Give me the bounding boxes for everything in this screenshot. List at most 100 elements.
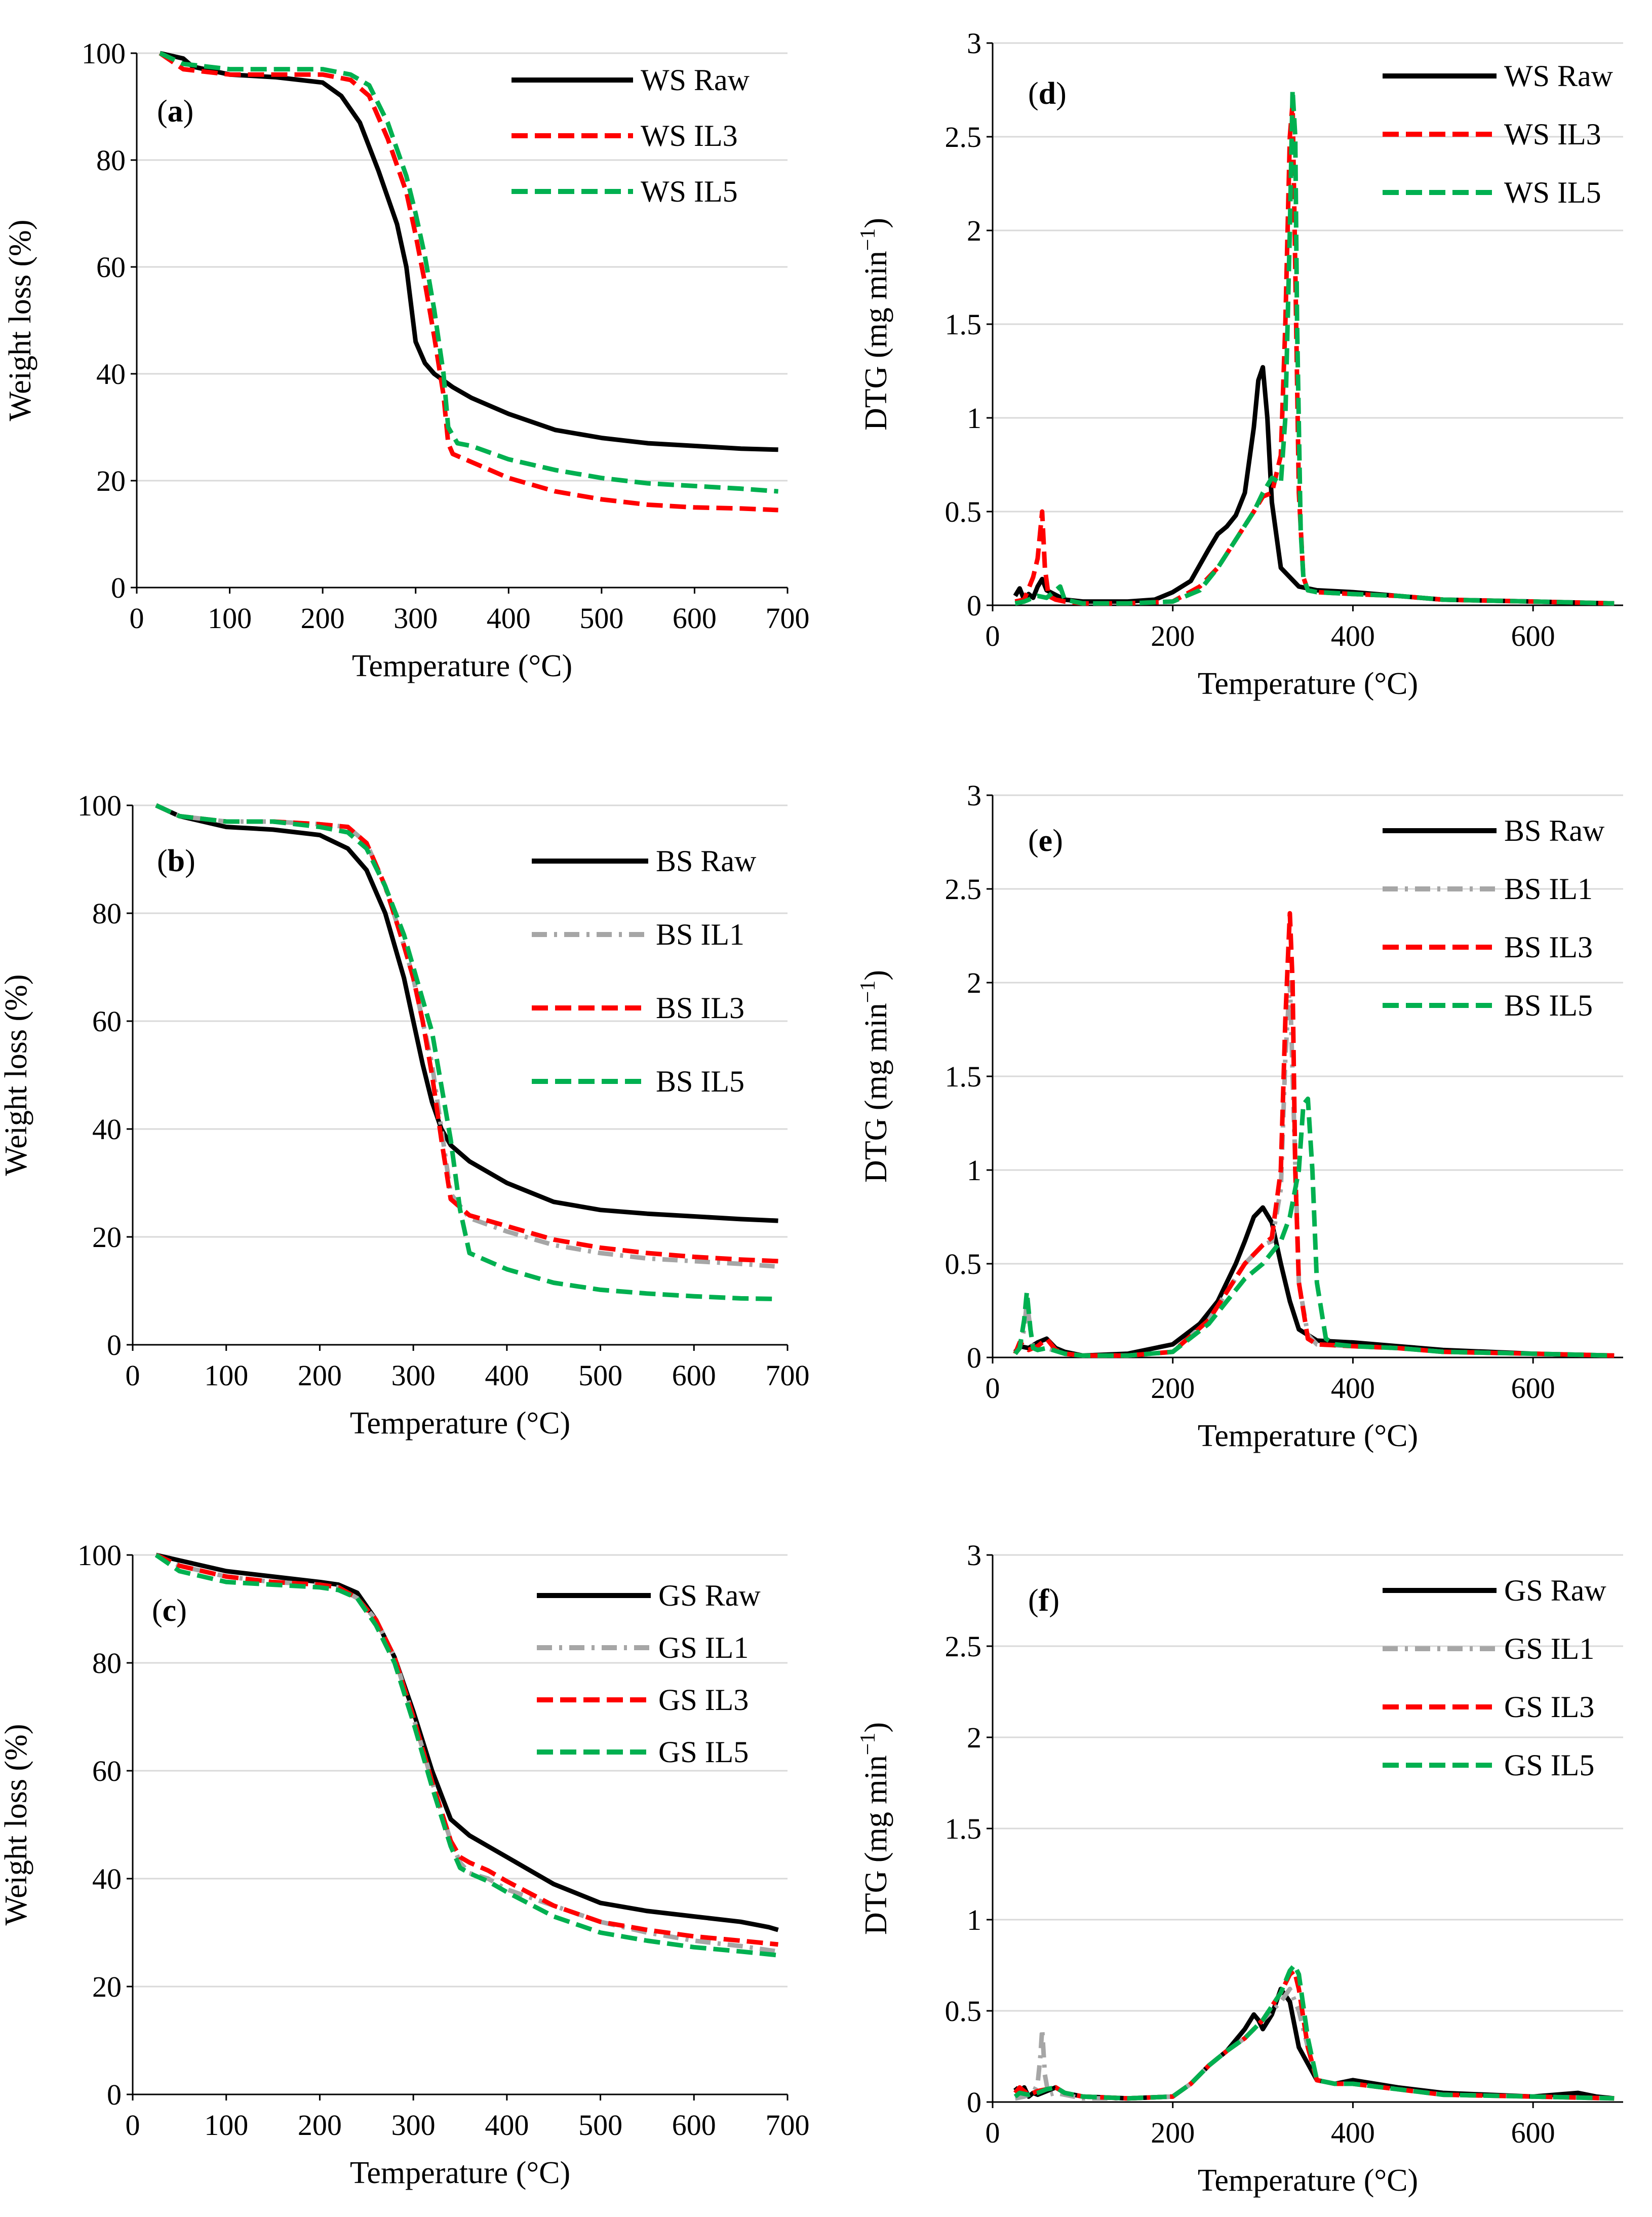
y-tick-label: 1.5 — [945, 308, 982, 341]
y-tick-label: 0 — [967, 2086, 981, 2119]
y-axis-label-superscript: −1 — [856, 1733, 880, 1756]
y-tick-label: 1.5 — [945, 1060, 982, 1093]
series-line-bs-il1 — [1013, 980, 1615, 1358]
series-line-gs-raw — [155, 1552, 779, 1932]
y-tick-label: 0.5 — [945, 1248, 982, 1280]
y-axis-label-main: Weight loss (%) — [0, 1724, 33, 1926]
x-tick-label: 300 — [391, 2109, 436, 2142]
x-tick-label: 500 — [579, 602, 623, 635]
x-tick-label: 600 — [1511, 619, 1555, 652]
x-tick-label: 0 — [986, 619, 1000, 652]
legend-label: BS Raw — [656, 844, 757, 878]
y-tick-label: 0.5 — [945, 495, 982, 528]
x-tick-label: 500 — [578, 2109, 622, 2142]
panel-letter: b — [168, 844, 185, 878]
y-axis-label-close: ) — [859, 970, 893, 981]
y-tick-label: 2 — [967, 214, 981, 247]
x-tick-label: 200 — [301, 602, 345, 635]
y-axis-label-close: ) — [859, 1722, 893, 1733]
x-axis-label: Temperature (°C) — [1198, 2163, 1418, 2198]
y-tick-label: 3 — [967, 27, 981, 60]
panel-letter: f — [1039, 1583, 1050, 1618]
x-tick-label: 0 — [126, 1359, 140, 1392]
y-tick-label: 0 — [107, 2078, 122, 2111]
x-tick-label: 0 — [986, 2116, 1000, 2149]
x-tick-label: 300 — [394, 602, 438, 635]
x-tick-label: 0 — [986, 1372, 1000, 1405]
x-axis-label: Temperature (°C) — [352, 649, 572, 683]
x-tick-label: 200 — [298, 1359, 342, 1392]
legend-label: WS IL3 — [1504, 118, 1601, 151]
legend-label: BS IL3 — [1504, 930, 1593, 964]
panel-letter: d — [1039, 76, 1056, 111]
x-tick-label: 700 — [766, 1359, 810, 1392]
y-tick-label: 2.5 — [945, 121, 982, 153]
series-line-ws-raw — [159, 51, 778, 452]
y-tick-label: 100 — [82, 37, 126, 70]
series-line-ws-il3 — [159, 51, 778, 513]
y-tick-label: 40 — [92, 1113, 122, 1146]
x-tick-label: 400 — [1331, 1372, 1375, 1405]
series-line-bs-raw — [155, 803, 778, 1223]
x-tick-label: 700 — [766, 602, 810, 635]
y-tick-label: 40 — [96, 358, 126, 391]
x-tick-label: 600 — [1511, 2116, 1555, 2149]
legend-label: BS IL1 — [656, 918, 744, 951]
legend-label: WS Raw — [641, 63, 750, 97]
legend-label: GS IL3 — [1504, 1690, 1594, 1724]
panel-label: (d) — [1028, 76, 1067, 111]
y-tick-label: 0 — [967, 1341, 981, 1374]
y-tick-label: 1.5 — [945, 1812, 982, 1845]
y-tick-label: 1 — [967, 402, 981, 435]
series-line-ws-il5 — [1014, 88, 1615, 606]
legend-label: BS IL5 — [1504, 989, 1593, 1022]
y-tick-label: 0 — [967, 589, 981, 622]
y-axis-label: DTG (mg min−1) — [856, 970, 893, 1183]
y-tick-label: 20 — [92, 1221, 122, 1254]
y-axis-label-main: DTG (mg min — [859, 1003, 893, 1183]
x-tick-label: 600 — [1511, 1372, 1555, 1405]
y-tick-label: 3 — [967, 779, 981, 812]
y-axis-label-main: DTG (mg min — [859, 251, 893, 431]
x-tick-label: 200 — [298, 2109, 342, 2142]
series-line-ws-raw — [1013, 365, 1615, 606]
y-axis-label-main: Weight loss (%) — [0, 975, 33, 1176]
y-tick-label: 80 — [92, 897, 122, 930]
y-tick-label: 100 — [77, 789, 122, 822]
x-tick-label: 200 — [1151, 2116, 1195, 2149]
x-tick-label: 300 — [391, 1359, 436, 1392]
panel-letter: e — [1039, 824, 1053, 858]
x-tick-label: 400 — [1331, 619, 1375, 652]
panel-label: (b) — [157, 844, 195, 878]
y-axis-label: Weight loss (%) — [3, 220, 37, 421]
y-tick-label: 2.5 — [945, 1630, 982, 1663]
x-tick-label: 100 — [204, 2109, 248, 2142]
y-tick-label: 2.5 — [945, 873, 982, 906]
y-tick-label: 60 — [92, 1005, 122, 1038]
x-tick-label: 200 — [1151, 1372, 1195, 1405]
y-tick-label: 0 — [107, 1329, 122, 1362]
chart-panel-c: 0 20 40 60 80 100 0 100 200 300 400 500 600 700 Temper… — [0, 1539, 810, 2190]
chart-panel-a: 0 20 40 60 80 100 0 100 200 300 400 500 600 700 Temper… — [3, 37, 810, 683]
x-tick-label: 700 — [766, 2109, 810, 2142]
y-axis-label-superscript: −1 — [856, 981, 880, 1003]
x-axis-label: Temperature (°C) — [350, 1406, 570, 1441]
series-line-gs-il3 — [155, 1552, 778, 1947]
y-tick-label: 60 — [96, 251, 126, 284]
series-line-gs-il5 — [1013, 1963, 1615, 2101]
panel-label: (c) — [152, 1593, 187, 1628]
panel-label: (a) — [157, 94, 193, 129]
y-tick-label: 100 — [77, 1539, 122, 1572]
x-tick-label: 400 — [485, 2109, 529, 2142]
legend-label: BS Raw — [1504, 814, 1605, 847]
legend-label: WS IL5 — [641, 175, 738, 208]
y-tick-label: 0.5 — [945, 1995, 982, 2028]
y-axis-label: DTG (mg min−1) — [856, 218, 893, 431]
series-line-bs-il5 — [155, 803, 778, 1301]
y-tick-label: 1 — [967, 1154, 981, 1187]
chart-panel-d: 0 0.5 1 1.5 2 2.5 3 0 200 400 600 Temperature (°C) D… — [856, 27, 1623, 701]
y-axis-label: Weight loss (%) — [0, 975, 33, 1176]
x-tick-label: 600 — [672, 2109, 716, 2142]
legend-label: WS Raw — [1504, 59, 1614, 93]
y-tick-label: 2 — [967, 1721, 981, 1754]
